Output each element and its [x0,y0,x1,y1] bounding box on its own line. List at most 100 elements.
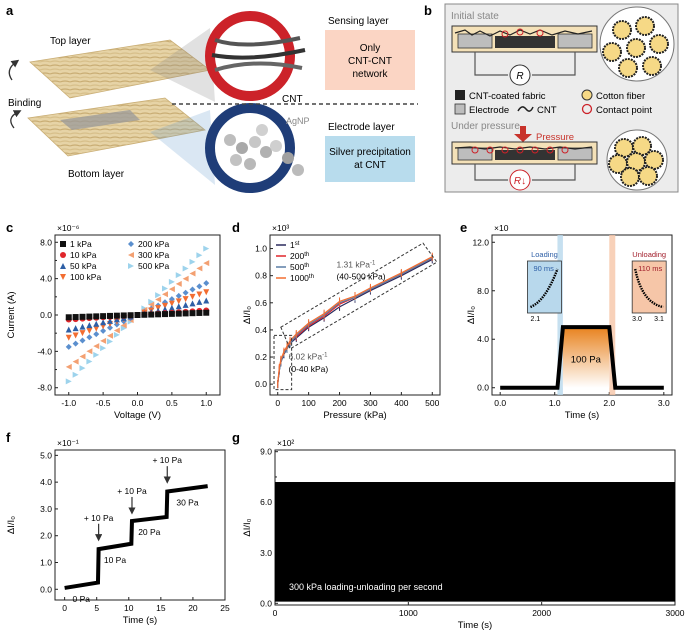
x-tick-label: 200 [332,398,346,408]
legend-label: 500 kPa [138,261,169,271]
sensing-zoom-circle [205,11,306,101]
panel-letter-c: c [6,220,13,235]
data-point [120,312,127,319]
legend-cnt: CNT [537,105,557,116]
legend-label: 100 kPa [70,272,101,282]
legend-label: 1st [290,240,300,250]
data-point [113,312,120,319]
axis-exponent: ×10³ [272,223,289,233]
electrode-box-line: at CNT [354,160,386,171]
data-point [203,245,210,252]
x-tick-label: 2000 [532,608,551,618]
plateau-fill [562,327,610,388]
x-axis-label: Voltage (V) [114,410,161,421]
y-tick-label: 4.0 [40,477,52,487]
data-point [72,340,79,347]
response-curve [500,325,664,390]
step-label: 30 Pa [176,498,198,508]
data-point [182,296,189,303]
x-tick-label: 20 [188,603,198,613]
y-tick-label: 12.0 [472,237,489,247]
sensing-layer-box [325,30,415,90]
data-point [182,289,189,296]
data-point [196,291,203,298]
bottom-fabric-layer [27,97,206,157]
legend-label: 1000th [290,273,314,283]
data-point [60,252,66,258]
data-point [189,293,196,300]
chart-sensitivity: 0 100 200 300 400 500 0.0 0.2 0.4 0.6 0.8 1.0 Pressu… [242,223,441,421]
x-tick-label: 0 [62,603,67,613]
cycling-annotation: 300 kPa loading-unloading per second [289,582,443,592]
data-point [203,297,210,304]
data-point [168,296,175,303]
plot-frame [54,449,226,601]
data-point [120,322,127,329]
x-tick-label: -0.5 [96,398,111,408]
x-tick-label: 0 [275,398,280,408]
x-tick-label: 1000 [399,608,418,618]
y-tick-label: 0.0 [255,379,267,389]
y-tick-label: 4.0 [40,274,52,284]
data-point [155,292,162,299]
y-tick-label: 4.0 [477,334,489,344]
panel-letter-a: a [6,3,14,18]
data-point [65,343,72,350]
data-point [93,325,100,332]
initial-device [451,25,598,86]
data-point [203,280,210,287]
legend-cnt-fabric: CNT-coated fabric [469,91,546,102]
data-point [79,353,86,360]
data-point [189,300,196,307]
data-point [203,260,210,267]
data-point [60,274,66,280]
legend-label: 200 kPa [138,239,169,249]
data-point [100,319,107,326]
y-tick-label: 0.2 [255,352,267,362]
x-tick-label: 0.0 [132,398,144,408]
step-label: 0 Pa [73,594,91,604]
data-point [86,327,93,334]
x-tick-label: 1.0 [549,398,561,408]
axis-exponent: ×10² [277,438,294,448]
x-tick-label: 0.5 [166,398,178,408]
series-line [277,257,433,385]
data-point [203,309,210,316]
axis-exponent: ×10⁻⁶ [57,223,79,233]
cnt-label: CNT [282,94,303,105]
data-point [189,286,196,293]
y-tick-label: 3.0 [40,504,52,514]
y-tick-label: 0.8 [255,271,267,281]
x-axis-label: Time (s) [458,620,492,631]
y-tick-label: 0.6 [255,298,267,308]
binding-arrows [8,59,22,129]
x-tick-label: 2.0 [603,398,615,408]
cotton-cluster-pressed [606,129,668,191]
data-point [93,320,100,327]
panel-letter-f: f [6,430,11,445]
x-tick-label: 15 [156,603,166,613]
data-point [72,325,79,332]
data-point [155,296,162,303]
x-axis-label: Pressure (kPa) [323,410,386,421]
data-point [175,272,182,279]
data-point [107,332,113,339]
series-line [277,256,433,385]
low-range-label: (0-40 kPa) [289,364,329,374]
panel-letter-d: d [232,220,240,235]
data-point [107,312,113,319]
under-pressure-label: Under pressure [451,121,520,132]
x-tick-label: 10 [124,603,134,613]
data-point [86,358,93,365]
initial-state-label: Initial state [451,11,499,22]
data-point [93,313,100,320]
zoom-cone-top [150,28,215,102]
data-point [196,252,203,259]
top-layer-label: Top layer [50,36,91,47]
legend-label: 10 kPa [70,250,97,260]
data-point [128,241,134,247]
x-tick-label: 0 [273,608,278,618]
electrode-box-line: Silver precipitation [329,147,411,158]
data-point [182,310,189,317]
